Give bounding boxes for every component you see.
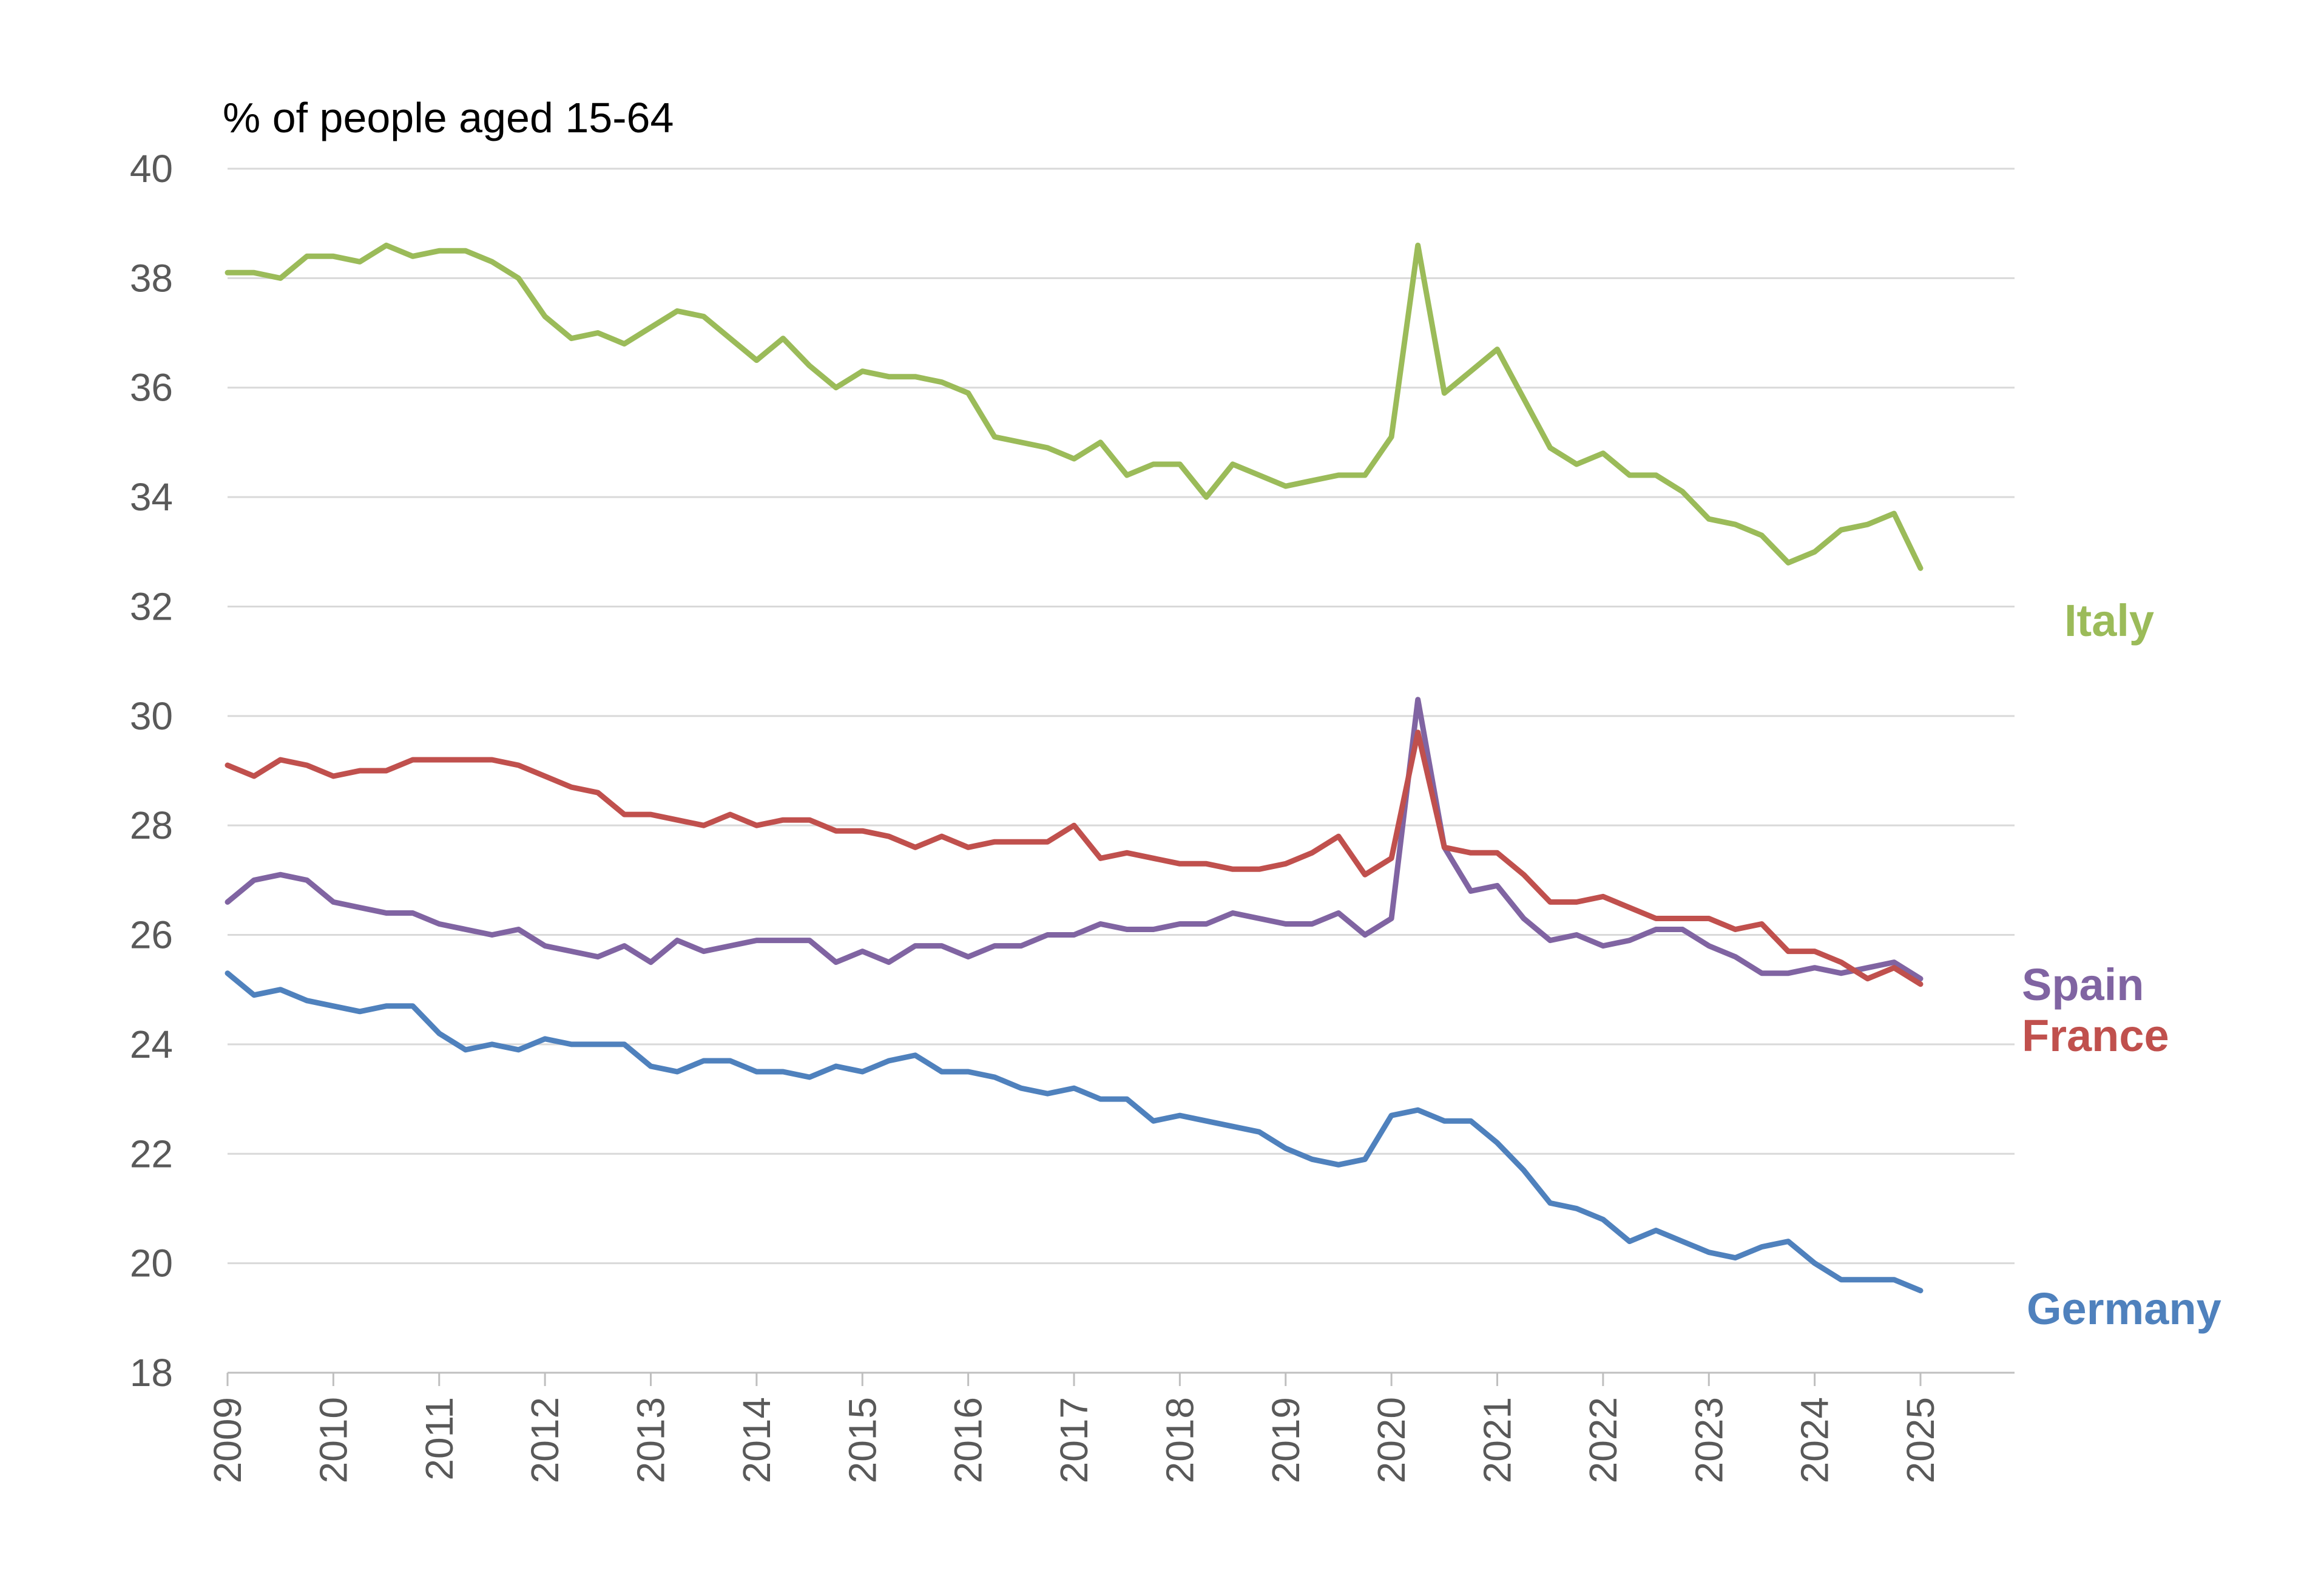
y-tick-label: 20 — [130, 1242, 173, 1285]
x-tick-label: 2019 — [1264, 1397, 1308, 1483]
y-tick-label: 36 — [130, 366, 173, 410]
x-tick-label: 2011 — [417, 1397, 461, 1481]
x-tick-label: 2018 — [1158, 1397, 1201, 1483]
y-tick-label: 32 — [130, 584, 173, 628]
series-lines — [225, 242, 1924, 1294]
y-tick-label: 38 — [130, 256, 173, 300]
x-tick-label: 2015 — [840, 1397, 884, 1483]
x-tick-label: 2017 — [1052, 1397, 1096, 1483]
x-tick-label: 2020 — [1370, 1397, 1413, 1483]
series-line-germany — [225, 970, 1924, 1294]
y-tick-label: 24 — [130, 1023, 173, 1066]
series-label-italy: Italy — [2064, 595, 2154, 646]
x-tick-label: 2025 — [1899, 1397, 1942, 1483]
x-tick-label: 2009 — [206, 1397, 249, 1483]
series-line-italy — [225, 242, 1924, 571]
x-tick-label: 2022 — [1581, 1397, 1625, 1483]
y-axis-unit-label: % of people aged 15-64 — [223, 94, 674, 141]
y-tick-label: 30 — [130, 694, 173, 738]
x-tick-label: 2023 — [1687, 1397, 1731, 1483]
series-label-spain: Spain — [2022, 959, 2144, 1010]
series-label-france: France — [2022, 1010, 2169, 1061]
series-label-germany: Germany — [2027, 1283, 2221, 1334]
series-line-france — [225, 729, 1924, 987]
x-tick-label: 2021 — [1476, 1397, 1519, 1483]
y-tick-label: 22 — [130, 1132, 173, 1175]
x-tick-label: 2012 — [523, 1397, 567, 1483]
y-tick-label: 28 — [130, 803, 173, 847]
x-tick-label: 2013 — [629, 1397, 673, 1483]
y-tick-label: 18 — [130, 1351, 173, 1395]
x-tick-label: 2024 — [1793, 1397, 1837, 1483]
series-line-spain — [225, 697, 1924, 982]
x-tick-label: 2016 — [947, 1397, 990, 1483]
x-tick-label: 2010 — [311, 1397, 355, 1483]
x-tick-label: 2014 — [735, 1397, 779, 1483]
y-tick-label: 26 — [130, 913, 173, 957]
y-tick-label: 34 — [130, 475, 173, 519]
y-tick-label: 40 — [130, 147, 173, 191]
